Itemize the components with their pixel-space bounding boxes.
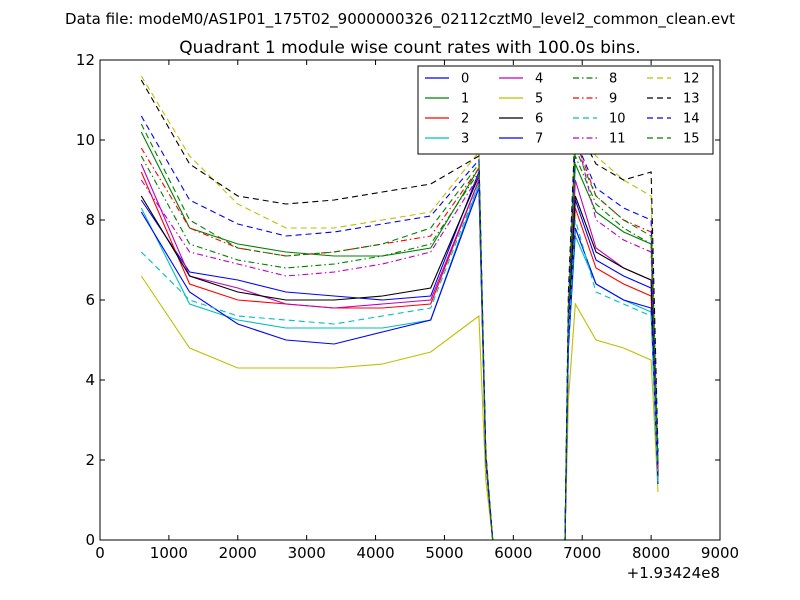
y-tick-label: 12 — [76, 51, 95, 69]
series-line-5 — [140, 275, 659, 541]
y-tick-label: 4 — [85, 371, 95, 389]
y-tick-label: 2 — [85, 451, 95, 469]
x-tick-label: 0 — [95, 544, 105, 562]
series-line-13 — [140, 79, 659, 541]
x-tick-label: 3000 — [288, 544, 326, 562]
chart-suptitle: Data file: modeM0/AS1P01_175T02_90000003… — [65, 10, 735, 29]
legend-label-12: 12 — [683, 72, 700, 87]
legend-label-13: 13 — [683, 92, 700, 107]
chart-title: Quadrant 1 module wise count rates with … — [179, 38, 640, 58]
legend-label-3: 3 — [461, 132, 469, 147]
legend-label-2: 2 — [461, 112, 469, 127]
y-tick-label: 0 — [85, 531, 95, 549]
series-line-15 — [140, 123, 659, 541]
legend-frame — [417, 65, 714, 155]
series-line-1 — [140, 131, 659, 541]
legend-label-11: 11 — [609, 132, 626, 147]
legend-label-7: 7 — [535, 132, 543, 147]
legend-label-0: 0 — [461, 72, 469, 87]
series-line-2 — [140, 171, 659, 541]
x-tick-label: 6000 — [494, 544, 532, 562]
series-line-9 — [140, 139, 659, 541]
y-tick-label: 8 — [85, 211, 95, 229]
x-tick-label: 8000 — [632, 544, 670, 562]
legend-label-10: 10 — [609, 112, 626, 127]
x-tick-label: 5000 — [425, 544, 463, 562]
legend-label-8: 8 — [609, 72, 617, 87]
ticks-layer: 0 1000 2000 3000 4000 5000 6000 7000 8000 9000 0 2 4… — [76, 51, 739, 562]
y-tick-label: 10 — [76, 131, 95, 149]
legend-label-6: 6 — [535, 112, 543, 127]
x-tick-label: 9000 — [701, 544, 739, 562]
x-tick-label: 1000 — [150, 544, 188, 562]
legend-label-1: 1 — [461, 92, 469, 107]
series-line-4 — [140, 163, 659, 541]
x-tick-label: 2000 — [219, 544, 257, 562]
x-tick-label: 4000 — [356, 544, 394, 562]
x-tick-label: 7000 — [563, 544, 601, 562]
series-line-7 — [140, 187, 659, 541]
series-line-6 — [140, 175, 659, 541]
legend-label-9: 9 — [609, 92, 617, 107]
series-line-0 — [140, 171, 659, 541]
legend-label-14: 14 — [683, 112, 700, 127]
legend-label-4: 4 — [535, 72, 543, 87]
series-line-12 — [140, 75, 659, 541]
legend-label-5: 5 — [535, 92, 543, 107]
series-line-11 — [140, 131, 659, 541]
x-offset-label: +1.93424e8 — [627, 564, 720, 582]
legend-label-15: 15 — [683, 132, 700, 147]
y-tick-label: 6 — [85, 291, 95, 309]
